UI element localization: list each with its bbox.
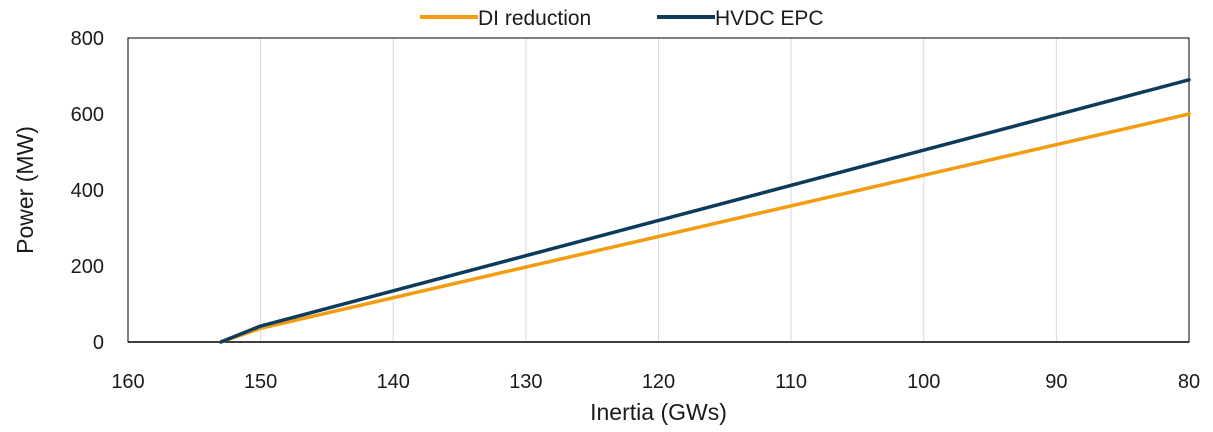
y-tick-label: 0 bbox=[93, 332, 104, 354]
x-tick-label: 80 bbox=[1178, 371, 1200, 393]
y-axis-title: Power (MW) bbox=[12, 126, 38, 254]
series-line-di-reduction bbox=[219, 112, 1191, 344]
series-lines bbox=[219, 78, 1191, 344]
y-tick-label: 400 bbox=[71, 180, 104, 202]
y-tick-label: 200 bbox=[71, 256, 104, 278]
legend: DI reduction HVDC EPC bbox=[420, 7, 824, 30]
x-tick-labels: 160 150 140 130 120 110 100 90 80 bbox=[111, 371, 1200, 393]
legend-label-hvdc-epc: HVDC EPC bbox=[715, 7, 824, 30]
axes bbox=[127, 37, 1190, 343]
legend-label-di-reduction: DI reduction bbox=[478, 7, 591, 30]
x-tick-label: 130 bbox=[509, 371, 542, 393]
y-tick-label: 600 bbox=[71, 104, 104, 126]
x-tick-label: 100 bbox=[907, 371, 940, 393]
x-tick-label: 120 bbox=[642, 371, 675, 393]
x-tick-label: 140 bbox=[377, 371, 410, 393]
grid-lines bbox=[260, 38, 1190, 342]
x-axis-title: Inertia (GWs) bbox=[590, 399, 727, 425]
y-tick-label: 800 bbox=[71, 28, 104, 50]
x-tick-label: 110 bbox=[775, 371, 807, 393]
x-tick-label: 90 bbox=[1045, 371, 1067, 393]
y-tick-labels: 0 200 400 600 800 bbox=[71, 28, 104, 354]
x-tick-label: 160 bbox=[111, 371, 144, 393]
series-line-hvdc-epc bbox=[219, 78, 1191, 344]
x-tick-label: 150 bbox=[244, 371, 277, 393]
